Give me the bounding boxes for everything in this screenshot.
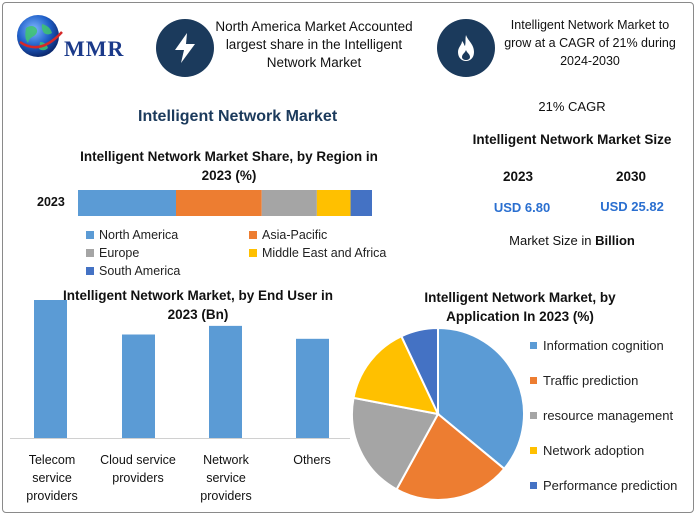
- end-user-bar: [34, 300, 67, 438]
- end-user-bar: [122, 334, 155, 438]
- end-user-bar: [209, 325, 242, 438]
- logo-text: MMR: [64, 36, 125, 61]
- market-size-unit: Billion: [595, 233, 635, 248]
- highlight-icon-circle-2: [437, 19, 495, 77]
- legend-label: resource management: [543, 408, 674, 423]
- cagr-label: 21% CAGR: [538, 99, 606, 114]
- legend-swatch: [530, 447, 537, 454]
- legend-label: Network adoption: [543, 443, 645, 458]
- pie-slice: [437, 326, 525, 471]
- pie-legend-item: Network adoption: [530, 433, 690, 468]
- pie-legend-item: resource management: [530, 398, 690, 433]
- x-label-network: Network service providers: [200, 453, 252, 503]
- value-2023: USD 6.80: [493, 200, 551, 215]
- pie-legend-item: Traffic prediction: [530, 363, 690, 398]
- legend-label: Europe: [99, 246, 140, 260]
- pie-slice: [395, 412, 506, 501]
- legend-label: Asia-Pacific: [262, 228, 328, 242]
- legend-label: Traffic prediction: [543, 373, 639, 388]
- end-user-bar: [296, 338, 329, 438]
- x-label-cloud: Cloud service providers: [100, 453, 176, 485]
- region-bar-segment: [350, 190, 372, 216]
- legend-item-asia-pacific: Asia-Pacific: [249, 226, 327, 244]
- legend-item-middle-east-africa: Middle East and Africa: [249, 244, 386, 262]
- lightning-bolt-icon: [175, 33, 195, 63]
- legend-swatch: [249, 249, 257, 257]
- legend-swatch: [86, 267, 94, 275]
- legend-item-north-america: North America: [86, 226, 178, 244]
- pie-slice: [351, 396, 440, 491]
- application-legend: Information cognition Traffic prediction…: [530, 328, 690, 503]
- pie-legend-item: Performance prediction: [530, 468, 690, 503]
- legend-swatch: [530, 377, 537, 384]
- year-2030-label: 2030: [615, 169, 647, 184]
- region-bar-segment: [261, 190, 317, 216]
- pie-legend-item: Information cognition: [530, 328, 690, 363]
- pie-slice: [352, 334, 440, 416]
- legend-swatch: [249, 231, 257, 239]
- legend-swatch: [530, 342, 537, 349]
- legend-label: Performance prediction: [543, 478, 678, 493]
- region-bar-segment: [78, 190, 176, 216]
- main-title: Intelligent Network Market: [138, 108, 338, 125]
- highlight-text-region: North America Market Accounted largest s…: [215, 19, 413, 70]
- region-legend: North America Asia-Pacific Europe Middle…: [86, 226, 406, 282]
- legend-swatch: [530, 482, 537, 489]
- year-2023-label: 2023: [502, 169, 534, 184]
- end-user-chart-title: Intelligent Network Market, by End User …: [62, 288, 334, 322]
- legend-label: Middle East and Africa: [262, 246, 387, 260]
- region-stacked-bar: [78, 190, 372, 216]
- globe-icon: [17, 15, 63, 57]
- region-year-label: 2023: [37, 195, 65, 209]
- legend-swatch: [530, 412, 537, 419]
- highlight-icon-circle: [156, 19, 214, 77]
- application-pie-chart: [351, 326, 525, 501]
- legend-item-europe: Europe: [86, 244, 139, 262]
- region-bar-segment: [176, 190, 262, 216]
- application-chart-title: Intelligent Network Market, by Applicati…: [424, 290, 616, 324]
- region-chart-title: Intelligent Network Market Share, by Reg…: [80, 149, 378, 183]
- x-label-others: Others: [293, 453, 331, 467]
- end-user-bar-chart: [10, 300, 350, 439]
- legend-label: South America: [99, 264, 181, 278]
- legend-label: North America: [99, 228, 179, 242]
- legend-swatch: [86, 249, 94, 257]
- value-2030: USD 25.82: [600, 199, 664, 214]
- mmr-logo: MMR: [14, 12, 144, 62]
- x-label-telecom: Telecom service providers: [26, 453, 78, 503]
- pie-slice: [400, 326, 439, 415]
- region-bar-segment: [316, 190, 351, 216]
- legend-swatch: [86, 231, 94, 239]
- market-size-note-prefix: Market Size in: [509, 233, 596, 248]
- market-size-note: Market Size in Billion: [472, 233, 672, 248]
- legend-label: Information cognition: [543, 338, 664, 353]
- highlight-text-cagr: Intelligent Network Market to grow at a …: [504, 18, 676, 68]
- legend-item-south-america: South America: [86, 262, 180, 280]
- flame-icon: [458, 35, 474, 61]
- market-size-title: Intelligent Network Market Size: [472, 132, 672, 147]
